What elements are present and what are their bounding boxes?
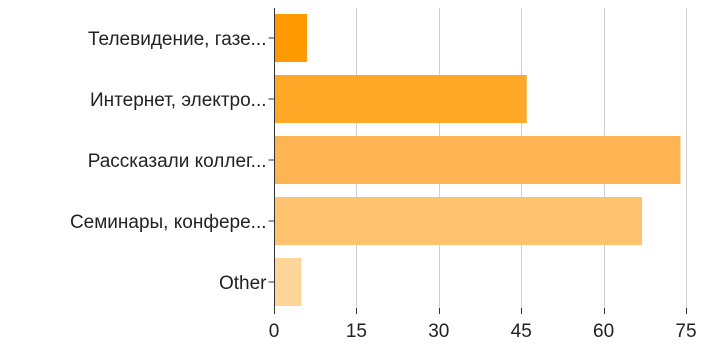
x-tick-label-15: 15: [346, 321, 367, 342]
x-tick-label-75: 75: [675, 321, 696, 342]
bar-3: [274, 197, 643, 245]
category-label-4: Other: [219, 273, 267, 294]
bar-2: [274, 136, 681, 184]
x-tick-label-30: 30: [428, 321, 449, 342]
category-label-2: Рассказали коллег...: [88, 151, 267, 172]
category-label-0: Телевидение, газе...: [88, 29, 267, 50]
x-tick-label-0: 0: [269, 321, 280, 342]
category-label-3: Семинары, конфере...: [70, 212, 267, 233]
bar-0: [274, 14, 307, 62]
bar-1: [274, 75, 527, 123]
x-tick-label-45: 45: [511, 321, 532, 342]
category-label-1: Интернет, электро...: [90, 90, 266, 111]
label-layer: Телевидение, газе... Интернет, электро...…: [70, 29, 697, 342]
x-tick-label-60: 60: [593, 321, 614, 342]
bar-layer: [274, 14, 681, 306]
axis-layer: [268, 8, 687, 314]
bar-4: [274, 258, 302, 306]
